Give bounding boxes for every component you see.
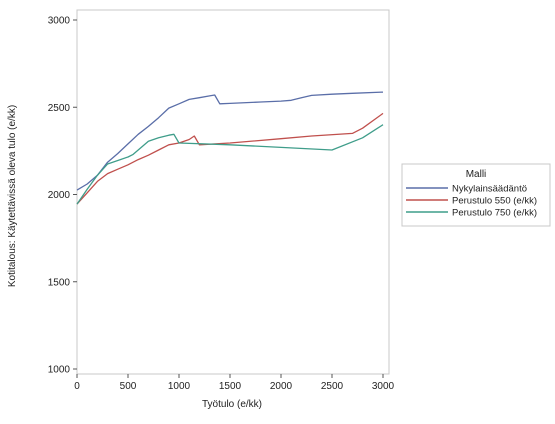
x-tick-label: 500 <box>120 381 137 392</box>
y-axis-title: Kotitalous: Käytettävissä oleva tulo (e/… <box>7 105 18 287</box>
legend-label: Perustulo 550 (e/kk) <box>452 196 537 207</box>
legend-item: Nykylainsäädäntö <box>406 184 527 195</box>
x-tick-label: 2500 <box>321 381 344 392</box>
legend-label: Nykylainsäädäntö <box>452 184 527 195</box>
series-line-1 <box>76 91 384 191</box>
x-axis-title: Työtulo (e/kk) <box>202 399 262 410</box>
y-tick-label: 1000 <box>48 365 71 376</box>
y-tick-label: 3000 <box>48 16 71 27</box>
legend-label: Perustulo 750 (e/kk) <box>452 208 537 219</box>
plot-area-frame <box>76 9 390 375</box>
x-tick-label: 2000 <box>270 381 293 392</box>
legend-item: Perustulo 750 (e/kk) <box>406 208 537 219</box>
x-tick-label: 1000 <box>168 381 191 392</box>
x-tick-label: 0 <box>74 381 80 392</box>
legend-title: Malli <box>466 169 487 180</box>
y-tick-label: 2000 <box>48 190 71 201</box>
series-line-2 <box>76 112 384 205</box>
series-line-3 <box>76 124 384 205</box>
y-tick-label: 1500 <box>48 277 71 288</box>
legend-box <box>401 163 551 227</box>
x-tick-label: 3000 <box>372 381 395 392</box>
y-tick-label: 2500 <box>48 103 71 114</box>
legend-item: Perustulo 550 (e/kk) <box>406 196 537 207</box>
x-tick-label: 1500 <box>219 381 242 392</box>
